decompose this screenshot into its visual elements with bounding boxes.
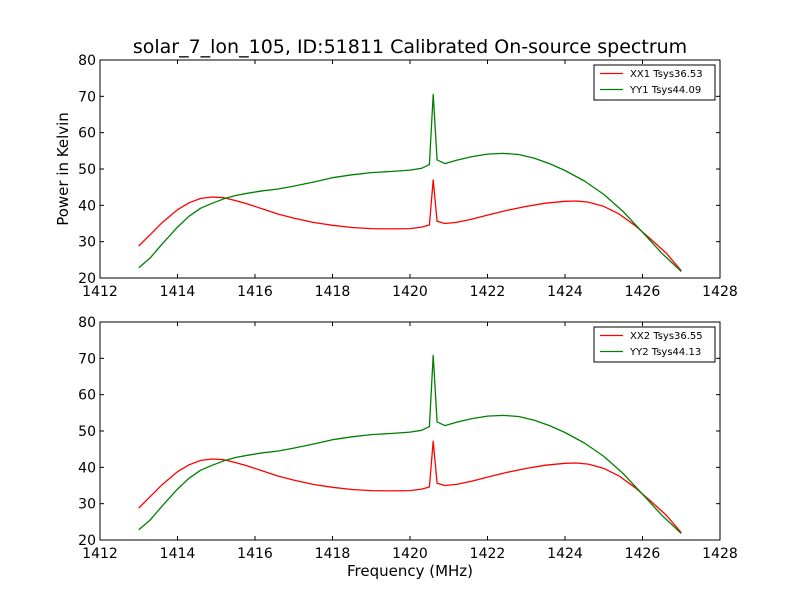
y-axis-label: Power in Kelvin bbox=[54, 112, 72, 226]
bottom-y-tick-label: 60 bbox=[78, 388, 96, 404]
top-legend: XX1 Tsys36.53 YY1 Tsys44.09 bbox=[593, 64, 716, 101]
bottom-tick-group: 1412 1414 1416 1418 1420 1422 1424 1426 1428 20 30… bbox=[78, 315, 738, 562]
top-legend-label-xx1: XX1 Tsys36.53 bbox=[630, 69, 703, 80]
top-x-tick-label: 1428 bbox=[702, 284, 738, 300]
top-series-group bbox=[138, 93, 682, 272]
top-plot-frame bbox=[99, 59, 721, 279]
top-x-tick-label: 1422 bbox=[470, 284, 506, 300]
bottom-x-tick-label: 1422 bbox=[470, 546, 506, 562]
bottom-x-tick-label: 1420 bbox=[392, 546, 428, 562]
bottom-legend-box bbox=[593, 326, 716, 363]
bottom-x-tick-label: 1414 bbox=[160, 546, 196, 562]
top-panel: solar_7_lon_105, ID:51811 Calibrated On-… bbox=[54, 36, 738, 300]
top-x-tick-label: 1416 bbox=[237, 284, 273, 300]
bottom-x-tick-label: 1426 bbox=[625, 546, 661, 562]
bottom-panel: Frequency (MHz) 1412 1414 1416 1418 1420 1422… bbox=[78, 315, 738, 580]
top-x-tick-label: 1412 bbox=[82, 284, 118, 300]
top-y-tick-label: 70 bbox=[78, 89, 96, 105]
bottom-series-line-0 bbox=[138, 440, 682, 534]
top-series-line-1 bbox=[138, 93, 682, 272]
bottom-x-tick-label: 1412 bbox=[82, 546, 118, 562]
bottom-y-tick-label: 30 bbox=[78, 497, 96, 513]
top-y-tick-label: 60 bbox=[78, 126, 96, 142]
top-y-tick-label: 40 bbox=[78, 198, 96, 214]
bottom-legend: XX2 Tsys36.55 YY2 Tsys44.13 bbox=[593, 326, 716, 363]
top-legend-box bbox=[593, 64, 716, 101]
top-y-tick-label: 20 bbox=[78, 271, 96, 287]
top-x-tick-label: 1420 bbox=[392, 284, 428, 300]
bottom-legend-label-xx2: XX2 Tsys36.55 bbox=[630, 331, 703, 342]
bottom-legend-label-yy2: YY2 Tsys44.13 bbox=[629, 347, 701, 358]
bottom-x-tick-label: 1416 bbox=[237, 546, 273, 562]
bottom-y-tick-label: 50 bbox=[78, 424, 96, 440]
top-x-tick-label: 1424 bbox=[547, 284, 583, 300]
top-y-tick-label: 80 bbox=[78, 53, 96, 69]
bottom-x-tick-label: 1428 bbox=[702, 546, 738, 562]
bottom-series-line-1 bbox=[138, 354, 682, 534]
bottom-x-tick-label: 1418 bbox=[315, 546, 351, 562]
bottom-y-tick-label: 20 bbox=[78, 533, 96, 549]
top-x-tick-label: 1414 bbox=[160, 284, 196, 300]
bottom-y-tick-label: 80 bbox=[78, 315, 96, 331]
top-series-line-0 bbox=[138, 179, 682, 272]
bottom-y-tick-label: 40 bbox=[78, 460, 96, 476]
bottom-series-group bbox=[138, 354, 682, 534]
x-axis-label: Frequency (MHz) bbox=[347, 562, 473, 580]
top-y-tick-label: 30 bbox=[78, 235, 96, 251]
bottom-y-tick-label: 70 bbox=[78, 351, 96, 367]
top-y-tick-label: 50 bbox=[78, 162, 96, 178]
bottom-x-tick-label: 1424 bbox=[547, 546, 583, 562]
bottom-plot-frame bbox=[99, 321, 721, 541]
top-tick-group: 1412 1414 1416 1418 1420 1422 1424 1426 1428 20 30… bbox=[78, 53, 738, 300]
top-x-tick-label: 1426 bbox=[625, 284, 661, 300]
chart-title: solar_7_lon_105, ID:51811 Calibrated On-… bbox=[133, 36, 687, 58]
top-x-tick-label: 1418 bbox=[315, 284, 351, 300]
top-legend-label-yy1: YY1 Tsys44.09 bbox=[629, 85, 701, 96]
